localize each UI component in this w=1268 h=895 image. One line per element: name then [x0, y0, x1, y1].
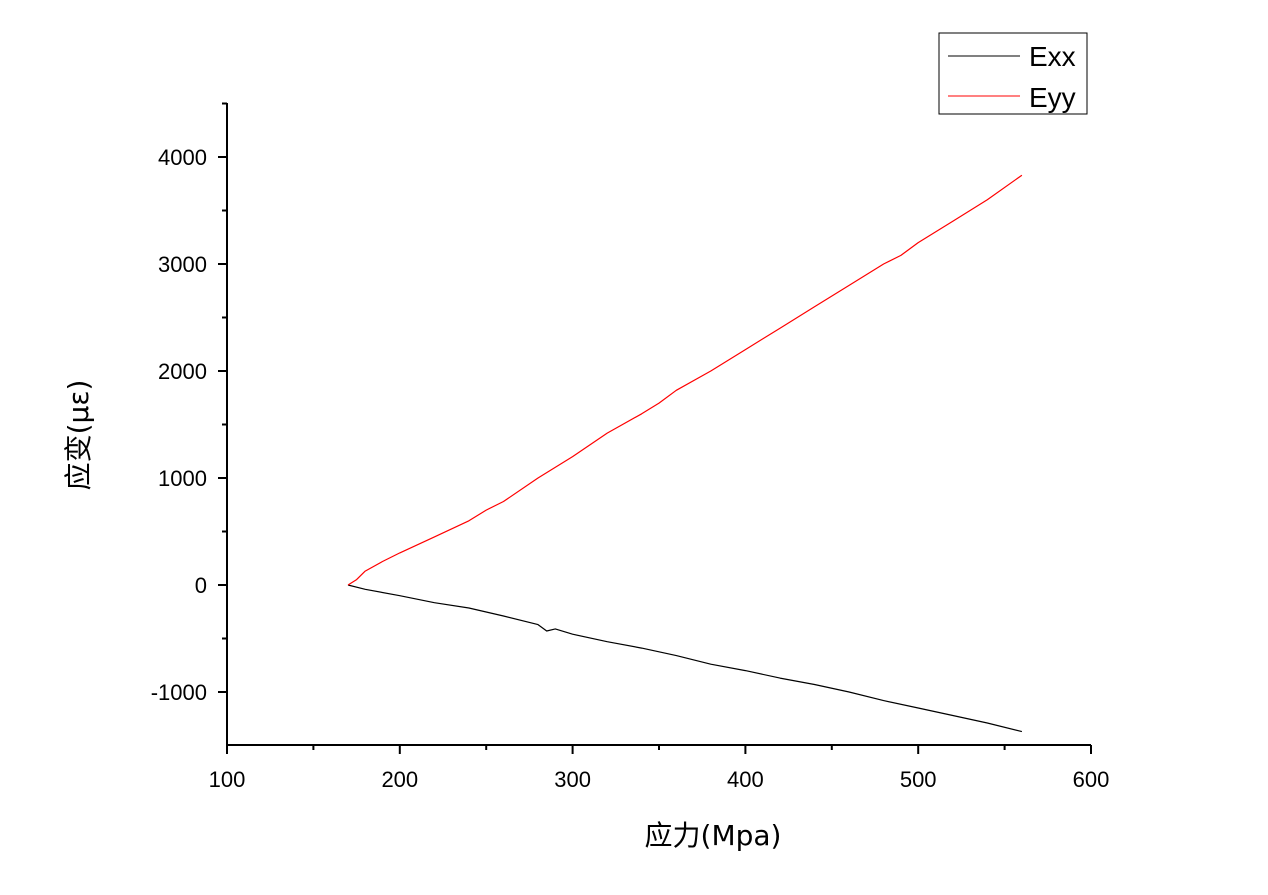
x-tick-label: 300: [554, 767, 591, 792]
x-tick-label: 400: [727, 767, 764, 792]
y-tick-label: 4000: [158, 145, 207, 170]
series-line-eyy: [347, 174, 1023, 586]
legend-label-eyy: Eyy: [1029, 82, 1076, 113]
y-tick-label: 3000: [158, 252, 207, 277]
x-tick-label: 600: [1073, 767, 1110, 792]
x-axis-title: 应力(Mpa): [645, 819, 782, 852]
y-ticks: -1000 0 1000 2000 3000 4000: [151, 102, 227, 705]
series-line-exx: [347, 584, 1023, 733]
plot-lines: [347, 174, 1023, 733]
legend-label-exx: Exx: [1029, 41, 1076, 72]
x-tick-label: 100: [209, 767, 246, 792]
y-tick-label: 1000: [158, 466, 207, 491]
y-tick-label: 2000: [158, 359, 207, 384]
axes: [226, 103, 1091, 746]
y-tick-label: -1000: [151, 680, 207, 705]
legend-box: [938, 32, 1088, 115]
y-axis-title: 应变(με): [62, 380, 95, 491]
y-tick-label: 0: [195, 573, 207, 598]
x-tick-label: 200: [381, 767, 418, 792]
x-ticks: 100 200 300 400 500 600: [209, 745, 1110, 792]
legend: Exx Eyy: [938, 32, 1088, 115]
x-tick-label: 500: [900, 767, 937, 792]
